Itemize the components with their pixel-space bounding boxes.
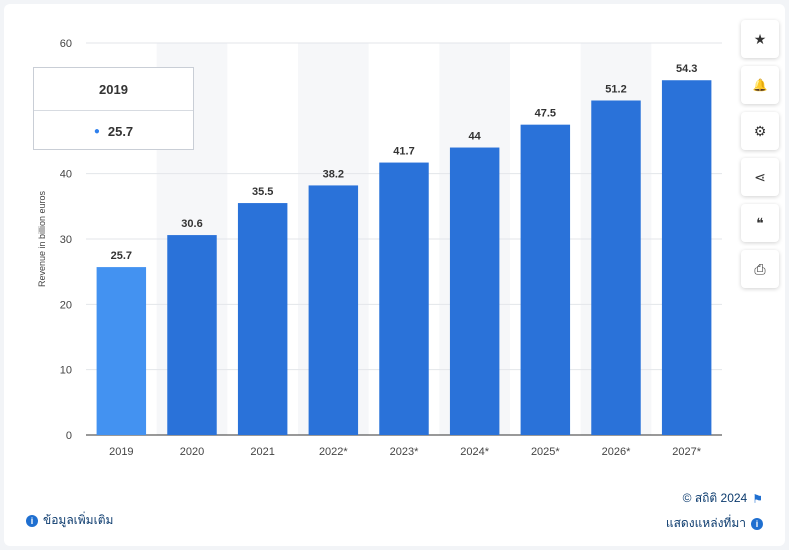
y-tick-label: 30 (60, 234, 72, 246)
more-info-label: ข้อมูลเพิ่มเติม (43, 513, 114, 527)
copyright: © สถิติ 2024 ⚑ (683, 489, 763, 508)
bar (661, 80, 712, 436)
info-icon: i (751, 517, 763, 530)
data-label: 38.2 (323, 168, 344, 180)
bar (237, 203, 288, 435)
data-label: 51.2 (605, 83, 626, 95)
star-icon: ★ (753, 30, 767, 47)
data-label: 44 (469, 131, 482, 143)
notification-button[interactable]: 🔔 (741, 66, 779, 104)
y-axis-title: Revenue in billion euros (37, 190, 47, 287)
series-dot-icon: ● (93, 125, 100, 137)
y-tick-label: 0 (66, 430, 72, 442)
data-label: 35.5 (252, 186, 273, 198)
bar (379, 162, 429, 435)
favorite-button[interactable]: ★ (741, 20, 779, 58)
data-label: 30.6 (181, 218, 202, 230)
print-button[interactable]: ⎙ (741, 250, 779, 288)
bar (167, 235, 217, 435)
bar (591, 100, 641, 435)
show-source-link[interactable]: แสดงแหล่งที่มา i (666, 514, 763, 533)
x-tick-label: 2026* (602, 446, 631, 458)
y-tick-label: 20 (60, 299, 72, 311)
show-source-label: แสดงแหล่งที่มา (665, 516, 746, 530)
bar-chart: 0 10 20 30 40 60 Revenue in billion euros 25.7 2… (37, 38, 722, 458)
bar (449, 147, 500, 436)
bar (96, 267, 147, 435)
more-info-link[interactable]: i ข้อมูลเพิ่มเติม (26, 511, 113, 530)
gear-icon: ⚙ (753, 122, 767, 139)
x-tick-label: 2023* (390, 446, 419, 458)
x-tick-label: 2021 (250, 446, 274, 458)
share-icon: ⋖ (754, 168, 766, 185)
copyright-label: © สถิติ 2024 (682, 491, 748, 505)
chart-card: 0 10 20 30 40 60 Revenue in billion euros 25.7 2… (4, 4, 785, 546)
data-label: 47.5 (535, 108, 556, 120)
tooltip: 2019 ● 25.7 (33, 67, 194, 150)
tooltip-year: 2019 (34, 68, 193, 111)
x-tick-label: 2025* (531, 446, 560, 458)
toolbar: ★ 🔔 ⚙ ⋖ ❝ ⎙ (741, 20, 779, 296)
data-label: 25.7 (111, 250, 132, 262)
y-tick-label: 60 (60, 38, 72, 50)
tooltip-value-row: ● 25.7 (34, 111, 193, 151)
y-tick-label: 40 (60, 169, 72, 181)
share-button[interactable]: ⋖ (741, 158, 779, 196)
flag-icon: ⚑ (752, 491, 763, 506)
y-tick-label: 10 (60, 365, 72, 377)
info-icon: i (26, 514, 38, 527)
x-tick-label: 2019 (109, 446, 133, 458)
print-icon: ⎙ (754, 260, 766, 277)
settings-button[interactable]: ⚙ (741, 112, 779, 150)
bell-icon: 🔔 (752, 78, 768, 92)
bar (308, 185, 359, 435)
quote-icon: ❝ (756, 214, 764, 231)
x-tick-label: 2022* (319, 446, 348, 458)
x-tick-label: 2020 (180, 446, 204, 458)
tooltip-value: 25.7 (107, 123, 134, 139)
bar (520, 124, 571, 436)
x-tick-label: 2024* (460, 446, 489, 458)
x-tick-label: 2027* (672, 446, 701, 458)
cite-button[interactable]: ❝ (741, 204, 779, 242)
data-label: 54.3 (676, 63, 697, 75)
data-label: 41.7 (393, 146, 414, 158)
